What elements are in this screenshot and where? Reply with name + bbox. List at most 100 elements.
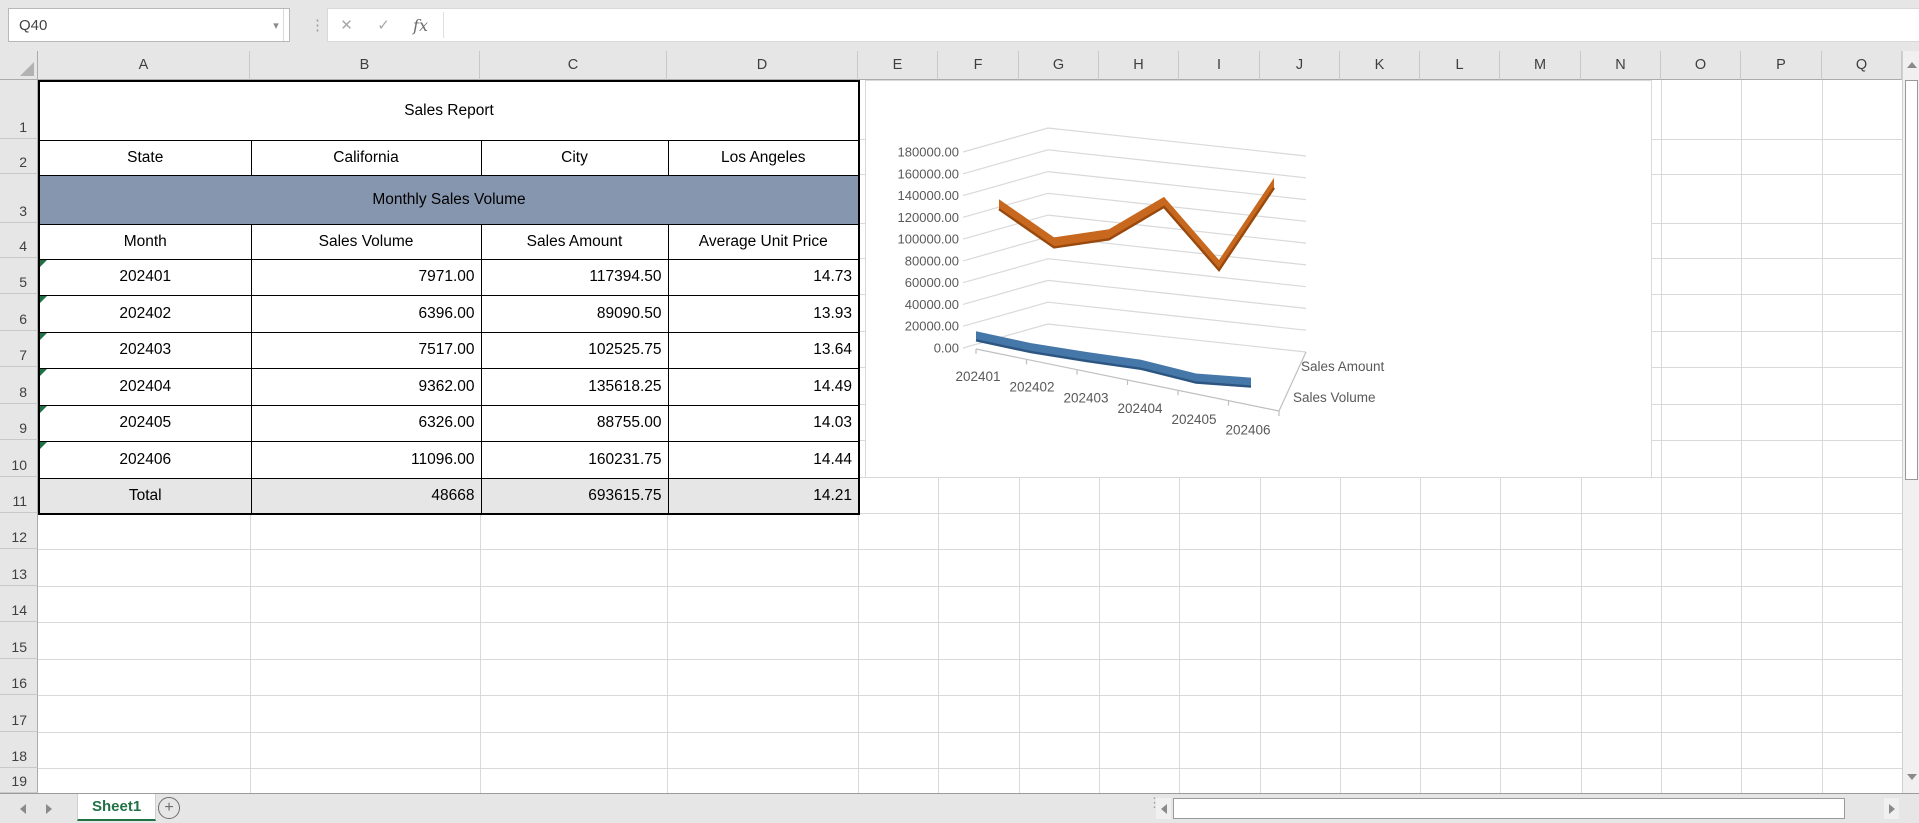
row-header-8[interactable]: 8: [0, 367, 38, 404]
cell-total-A[interactable]: Total: [38, 477, 252, 515]
column-header-P[interactable]: P: [1741, 51, 1822, 80]
column-header-O[interactable]: O: [1661, 51, 1741, 80]
column-header-A[interactable]: A: [38, 51, 250, 80]
row-header-5[interactable]: 5: [0, 258, 38, 294]
name-box[interactable]: Q40 ▾: [8, 8, 290, 42]
vertical-scroll-thumb[interactable]: [1905, 80, 1918, 480]
cell-A6[interactable]: 202402: [38, 294, 252, 333]
add-sheet-button[interactable]: +: [158, 797, 180, 819]
cell-B8[interactable]: 9362.00: [250, 367, 482, 406]
row-header-9[interactable]: 9: [0, 404, 38, 440]
cell-B9[interactable]: 6326.00: [250, 404, 482, 442]
row-header-14[interactable]: 14: [0, 586, 38, 622]
column-header-C[interactable]: C: [480, 51, 667, 80]
row-header-4[interactable]: 4: [0, 223, 38, 258]
row-header-10[interactable]: 10: [0, 440, 38, 477]
column-header-J[interactable]: J: [1260, 51, 1340, 80]
column-header-B[interactable]: B: [250, 51, 480, 80]
cell-C5[interactable]: 117394.50: [480, 258, 669, 296]
chart-xtick-label: 202406: [1225, 423, 1270, 438]
cell-meta-3[interactable]: Los Angeles: [667, 139, 860, 176]
formula-input[interactable]: [448, 9, 1919, 41]
cell-total-D[interactable]: 14.21: [667, 477, 860, 515]
row-header-17[interactable]: 17: [0, 695, 38, 732]
chart-gridline: [962, 192, 1307, 222]
tabbar-splitter-icon[interactable]: ⋮: [1148, 795, 1161, 810]
cell-C6[interactable]: 89090.50: [480, 294, 669, 333]
cell-C7[interactable]: 102525.75: [480, 331, 669, 369]
cell-meta-1[interactable]: California: [250, 139, 482, 176]
cell-C8[interactable]: 135618.25: [480, 367, 669, 406]
cell-D6[interactable]: 13.93: [667, 294, 860, 333]
row-header-19[interactable]: 19: [0, 768, 38, 793]
column-header-K[interactable]: K: [1340, 51, 1420, 80]
cell-C9[interactable]: 88755.00: [480, 404, 669, 442]
column-header-D[interactable]: D: [667, 51, 858, 80]
row-header-6[interactable]: 6: [0, 294, 38, 331]
row-header-15[interactable]: 15: [0, 622, 38, 659]
row-header-13[interactable]: 13: [0, 549, 38, 586]
sales-3d-line-chart[interactable]: 0.00 20000.00 40000.00 60000.00 80000.00 1000…: [865, 80, 1652, 478]
row-header-18[interactable]: 18: [0, 732, 38, 768]
cell-meta-2[interactable]: City: [480, 139, 669, 176]
cell-D5[interactable]: 14.73: [667, 258, 860, 296]
scroll-up-icon: [1906, 62, 1917, 68]
cell-D10[interactable]: 14.44: [667, 440, 860, 479]
cell-total-C[interactable]: 693615.75: [480, 477, 669, 515]
cell-total-B[interactable]: 48668: [250, 477, 482, 515]
select-all-corner[interactable]: [0, 51, 38, 80]
column-header-I[interactable]: I: [1179, 51, 1260, 80]
cell-D8[interactable]: 14.49: [667, 367, 860, 406]
cell-B10[interactable]: 11096.00: [250, 440, 482, 479]
cell-A8[interactable]: 202404: [38, 367, 252, 406]
scroll-up-button[interactable]: [1904, 53, 1919, 77]
tab-sheet1[interactable]: Sheet1: [77, 794, 157, 821]
chart-ytick-label: 160000.00: [898, 166, 959, 181]
cell-C10[interactable]: 160231.75: [480, 440, 669, 479]
column-header-G[interactable]: G: [1019, 51, 1099, 80]
column-header-N[interactable]: N: [1581, 51, 1661, 80]
column-header-H[interactable]: H: [1099, 51, 1179, 80]
next-sheet-button[interactable]: [42, 802, 56, 816]
scroll-down-button[interactable]: [1904, 765, 1919, 789]
row-header-3[interactable]: 3: [0, 174, 38, 223]
column-header-Q[interactable]: Q: [1822, 51, 1902, 80]
cell-B6[interactable]: 6396.00: [250, 294, 482, 333]
row-header-12[interactable]: 12: [0, 513, 38, 549]
column-header-F[interactable]: F: [938, 51, 1019, 80]
row-header-2[interactable]: 2: [0, 139, 38, 174]
cell-B5[interactable]: 7971.00: [250, 258, 482, 296]
cell-header-1[interactable]: Sales Volume: [250, 223, 482, 260]
cancel-icon[interactable]: ✕: [340, 17, 353, 34]
scroll-right-button[interactable]: [1884, 798, 1899, 819]
horizontal-scroll-thumb[interactable]: [1173, 798, 1845, 819]
column-header-E[interactable]: E: [858, 51, 938, 80]
name-box-dropdown-icon[interactable]: ▾: [273, 19, 279, 32]
cell-section-header[interactable]: Monthly Sales Volume: [38, 174, 860, 225]
cell-meta-0[interactable]: State: [38, 139, 252, 176]
prev-sheet-button[interactable]: [16, 802, 30, 816]
cell-A5[interactable]: 202401: [38, 258, 252, 296]
cell-title[interactable]: Sales Report: [38, 80, 860, 141]
row-header-11[interactable]: 11: [0, 477, 38, 513]
cell-D7[interactable]: 13.64: [667, 331, 860, 369]
row-header-16[interactable]: 16: [0, 659, 38, 695]
cell-header-2[interactable]: Sales Amount: [480, 223, 669, 260]
enter-icon[interactable]: ✓: [377, 17, 390, 34]
column-header-L[interactable]: L: [1420, 51, 1500, 80]
cell-A7[interactable]: 202403: [38, 331, 252, 369]
cell-header-3[interactable]: Average Unit Price: [667, 223, 860, 260]
insert-function-icon[interactable]: fx: [413, 15, 428, 35]
cell-A10[interactable]: 202406: [38, 440, 252, 479]
vertical-scrollbar[interactable]: [1902, 51, 1919, 793]
scroll-left-button[interactable]: [1156, 798, 1171, 819]
row-header-1[interactable]: 1: [0, 80, 38, 139]
cell-header-0[interactable]: Month: [38, 223, 252, 260]
row-header-7[interactable]: 7: [0, 331, 38, 367]
cell-A9[interactable]: 202405: [38, 404, 252, 442]
cell-D9[interactable]: 14.03: [667, 404, 860, 442]
formula-bar-handle-icon[interactable]: ⋮: [310, 17, 325, 34]
column-header-M[interactable]: M: [1500, 51, 1581, 80]
cell-B7[interactable]: 7517.00: [250, 331, 482, 369]
